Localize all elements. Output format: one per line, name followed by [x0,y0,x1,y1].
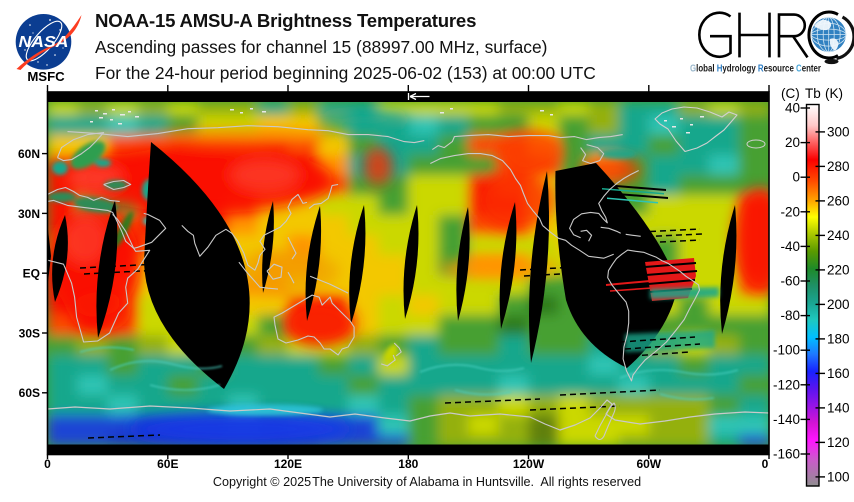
svg-text:60N: 60N [18,147,40,161]
svg-text:120: 120 [827,435,850,450]
svg-text:200: 200 [827,297,850,312]
svg-text:220: 220 [827,263,850,278]
svg-text:MSFC: MSFC [27,69,65,84]
svg-text:-160: -160 [773,447,800,462]
svg-text:280: 280 [827,159,850,174]
svg-text:-40: -40 [780,239,800,254]
svg-text:260: 260 [827,194,850,209]
svg-text:240: 240 [827,228,850,243]
svg-text:60W: 60W [636,457,661,471]
svg-text:300: 300 [827,125,850,140]
svg-text:20: 20 [785,135,800,150]
svg-text:-100: -100 [773,343,800,358]
svg-text:120W: 120W [513,457,545,471]
svg-text:30S: 30S [19,327,40,341]
svg-text:100: 100 [827,470,850,485]
svg-text:Global Hydrology Resource Cent: Global Hydrology Resource Center [690,64,821,75]
svg-text:-60: -60 [780,274,800,289]
svg-text:160: 160 [827,366,850,381]
svg-text:140: 140 [827,401,850,416]
svg-text:NASA: NASA [19,34,69,51]
svg-text:EQ: EQ [23,267,40,281]
svg-text:Tb: Tb [805,86,821,101]
svg-text:(K): (K) [825,86,843,101]
svg-text:120E: 120E [274,457,302,471]
svg-text:180: 180 [398,457,418,471]
svg-text:0: 0 [792,170,800,185]
svg-text:-80: -80 [780,308,800,323]
svg-text:-120: -120 [773,377,800,392]
svg-text:0: 0 [762,457,769,471]
svg-text:30N: 30N [18,207,40,221]
svg-text:-20: -20 [780,204,800,219]
svg-text:(C): (C) [781,86,800,101]
svg-text:-140: -140 [773,412,800,427]
svg-text:60E: 60E [157,457,178,471]
svg-text:0: 0 [44,457,51,471]
svg-text:40: 40 [785,101,800,116]
svg-text:60S: 60S [19,386,40,400]
svg-text:180: 180 [827,332,850,347]
